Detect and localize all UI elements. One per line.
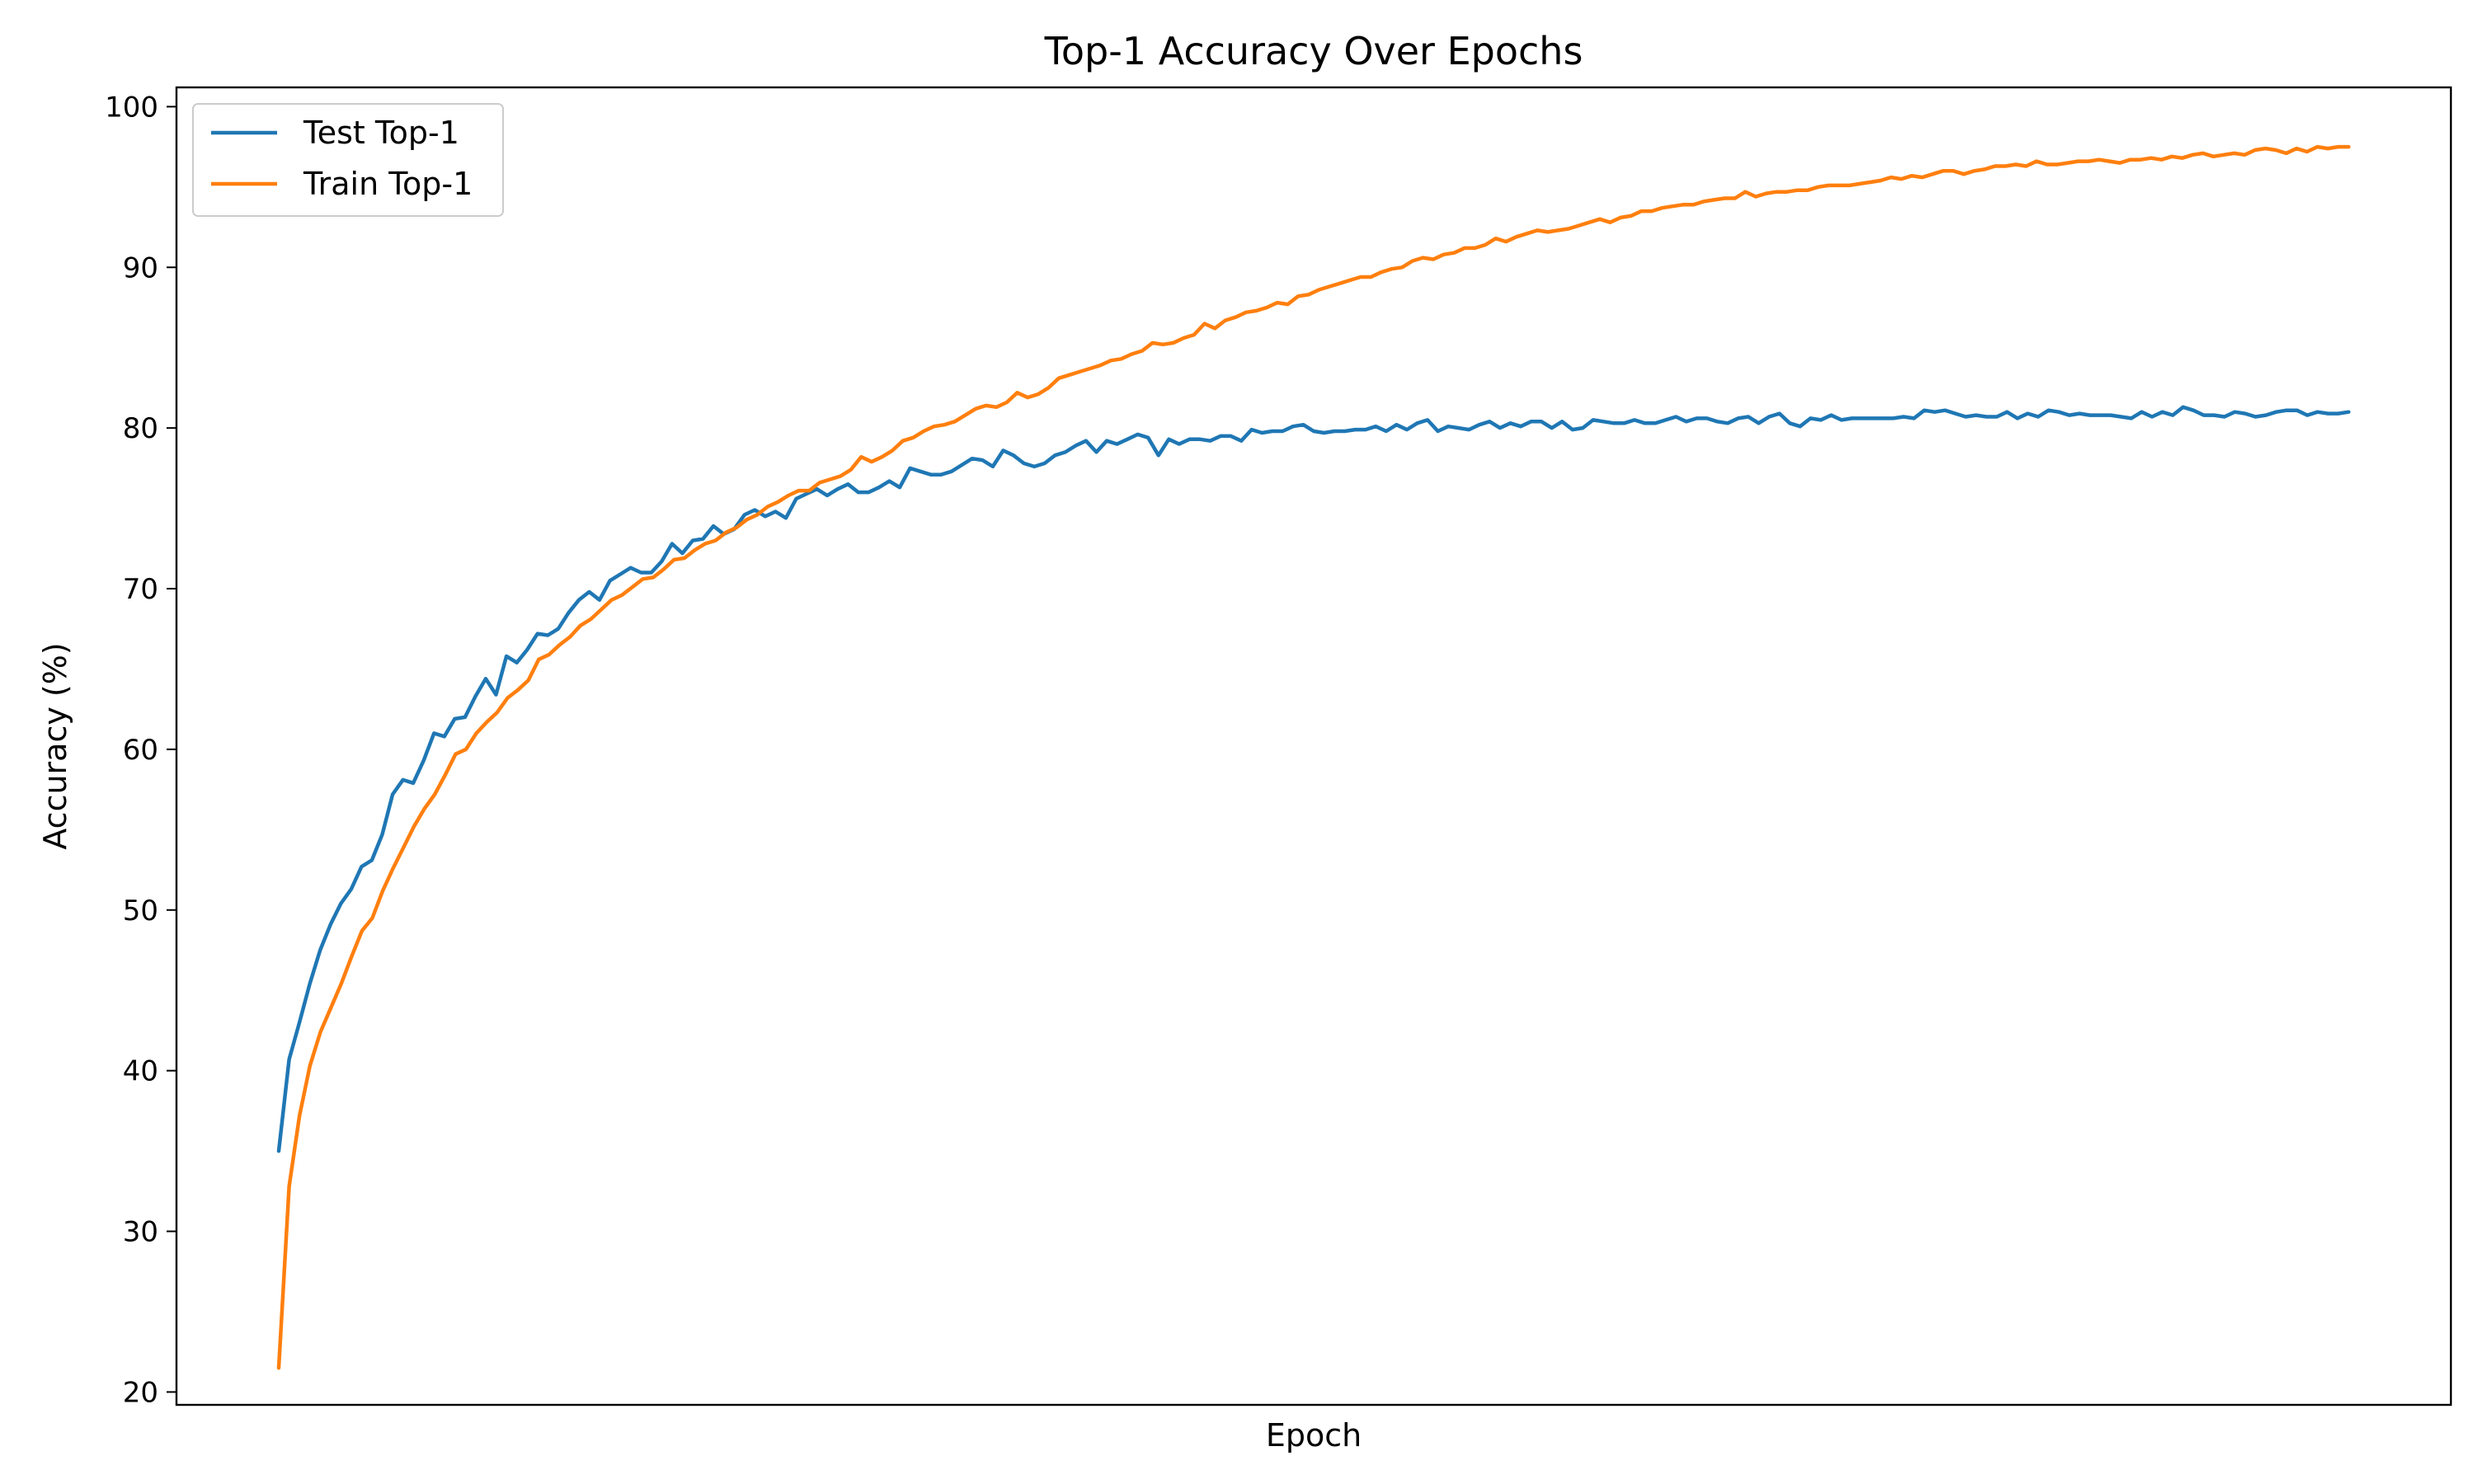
plot-frame	[175, 86, 2453, 1407]
y-tick-label: 70	[123, 573, 158, 606]
chart-title: Top-1 Accuracy Over Epochs	[1044, 29, 1583, 73]
legend-label-train-top-1: Train Top-1	[303, 166, 473, 202]
y-axis-ticks: 20 30 40 50 60 70 80 90 100	[105, 91, 176, 1409]
y-tick-label: 40	[123, 1055, 158, 1088]
y-tick-label: 100	[105, 91, 158, 124]
plot-lines	[276, 144, 2351, 1370]
x-axis-label: Epoch	[1266, 1417, 1362, 1453]
series-line-train-top-1	[276, 144, 2351, 1370]
y-tick-label: 90	[123, 251, 158, 284]
y-axis-label: Accuracy (%)	[37, 642, 73, 849]
y-tick-label: 80	[123, 412, 158, 445]
y-tick-label: 60	[123, 734, 158, 767]
series-line-test-top-1	[276, 405, 2351, 1153]
y-tick-label: 30	[123, 1216, 158, 1249]
legend: Test Top-1 Train Top-1	[192, 103, 504, 217]
legend-label-test-top-1: Test Top-1	[303, 115, 459, 151]
y-tick-label: 20	[123, 1376, 158, 1409]
y-tick-label: 50	[123, 895, 158, 928]
